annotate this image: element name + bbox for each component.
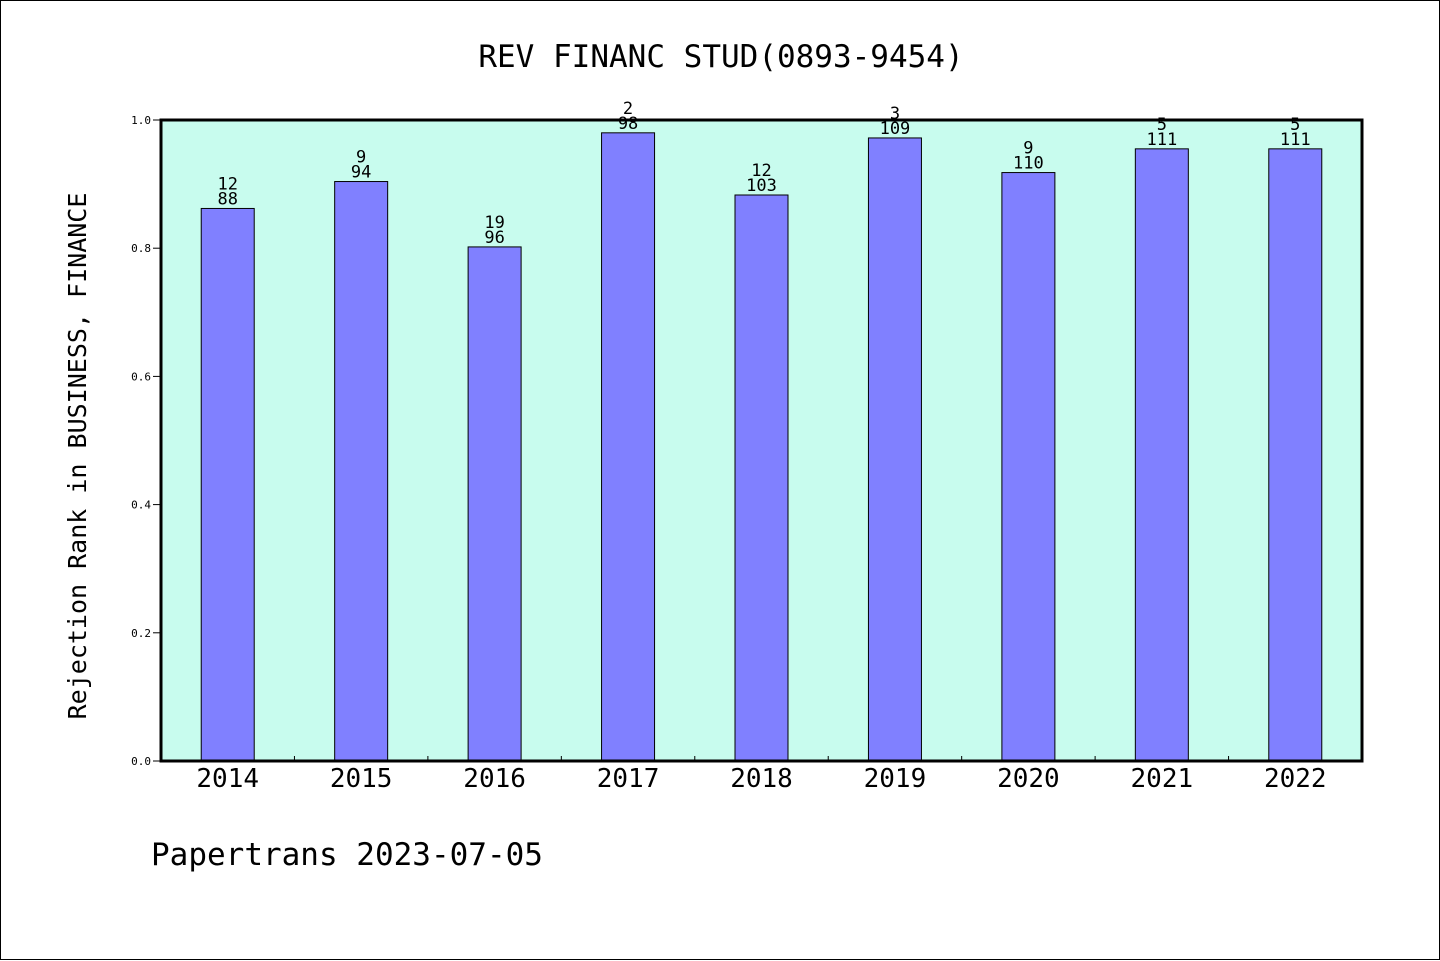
x-tick-label: 2019 — [864, 764, 927, 794]
y-tick-labels: 0.0 0.2 0.4 0.6 0.8 1.0 — [131, 114, 151, 768]
bar-2022 — [1268, 148, 1323, 762]
y-tick-label: 0.4 — [131, 499, 151, 512]
bar-label-rank: 9 — [356, 148, 366, 168]
x-tick-label: 2016 — [463, 764, 526, 794]
x-tick-label: 2014 — [196, 764, 259, 794]
x-tick-label: 2020 — [997, 764, 1060, 794]
bar-label-total: 103 — [746, 176, 777, 196]
bars — [200, 132, 1323, 762]
x-tick-label: 2022 — [1264, 764, 1327, 794]
bar-label-rank: 12 — [217, 174, 237, 194]
x-tick-label: 2015 — [330, 764, 393, 794]
bar-label-total: 88 — [217, 189, 237, 209]
x-tick-label: 2021 — [1131, 764, 1194, 794]
bar-2014 — [200, 207, 255, 762]
y-tick-label: 0.0 — [131, 755, 151, 768]
footer-text: Papertrans 2023-07-05 — [151, 837, 543, 873]
x-tick-labels: 2014 2015 2016 2017 2018 2019 2020 2021 2022 — [196, 764, 1326, 794]
bar-2016 — [467, 246, 522, 762]
x-tick-label: 2018 — [730, 764, 793, 794]
bar-2019 — [867, 137, 922, 762]
bar-2017 — [601, 132, 656, 762]
bar-label-rank: 5 — [1157, 115, 1167, 135]
bar-label-rank: 2 — [623, 99, 633, 119]
bar-label-rank: 3 — [890, 104, 900, 124]
x-tick-label: 2017 — [597, 764, 660, 794]
bar-label-total: 96 — [484, 228, 504, 248]
y-tick-label: 0.2 — [131, 627, 151, 640]
bar-2015 — [334, 181, 389, 762]
bar-label-total: 111 — [1146, 130, 1177, 150]
bar-2021 — [1134, 148, 1189, 762]
y-tick-label: 0.6 — [131, 370, 151, 383]
bar-label-rank: 9 — [1023, 139, 1033, 159]
bar-label-rank: 12 — [751, 161, 771, 181]
bar-2020 — [1001, 172, 1056, 762]
bar-label-total: 98 — [618, 114, 638, 134]
y-tick-label: 0.8 — [131, 242, 151, 255]
y-tick-label: 1.0 — [131, 114, 151, 127]
chart-title: REV FINANC STUD(0893-9454) — [478, 39, 963, 75]
bar-label-total: 94 — [351, 163, 371, 183]
y-axis-label: Rejection Rank in BUSINESS, FINANCE — [63, 193, 92, 720]
bar-label-rank: 5 — [1290, 115, 1300, 135]
bar-label-rank: 19 — [484, 213, 504, 233]
bar-label-total: 111 — [1280, 130, 1311, 150]
plot-border — [159, 118, 1364, 763]
bar-2018 — [734, 194, 789, 762]
bar-label-total: 110 — [1013, 154, 1044, 174]
bar-label-total: 109 — [880, 119, 911, 139]
